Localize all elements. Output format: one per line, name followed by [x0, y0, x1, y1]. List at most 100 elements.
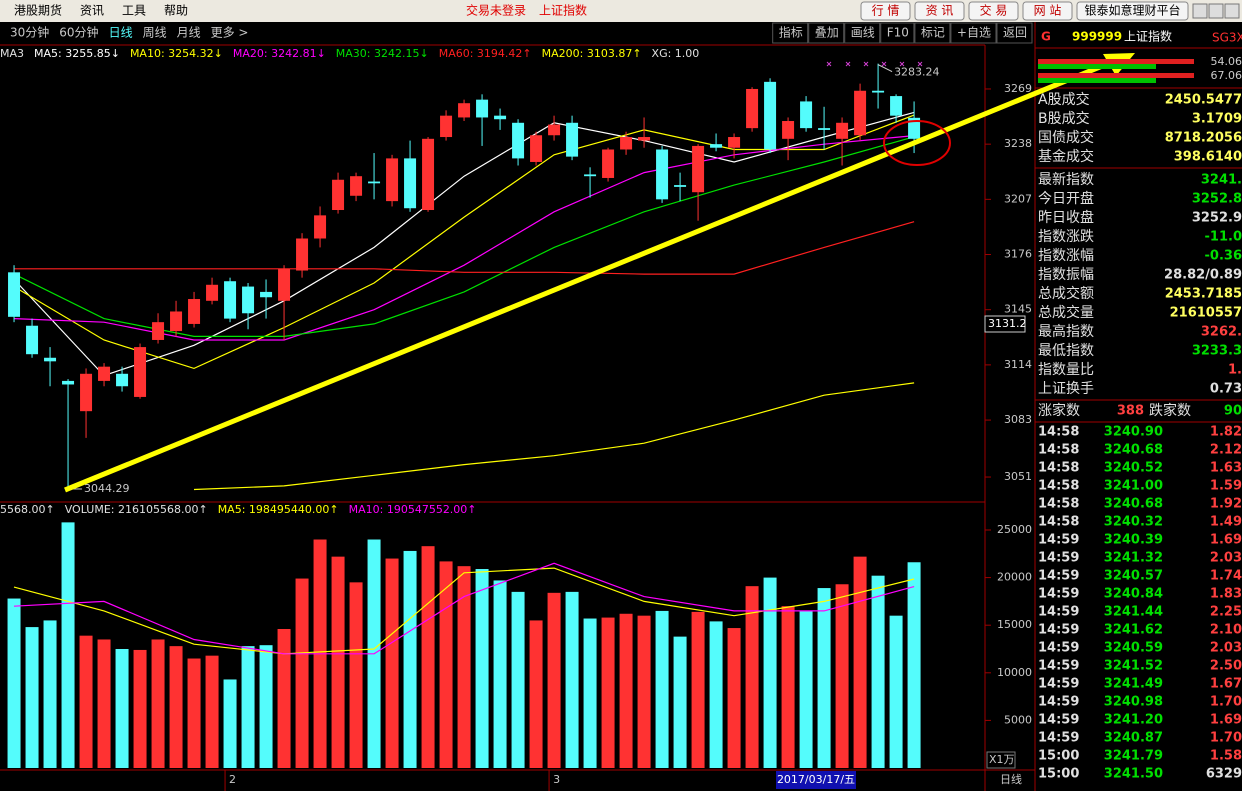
tick-time: 14:59	[1038, 551, 1079, 566]
legend-entry: MA30: 3242.15↓	[336, 47, 429, 60]
menu-button[interactable]	[968, 1, 1019, 21]
window-control[interactable]	[1192, 3, 1208, 19]
tick-volume: 1.92	[1210, 497, 1242, 512]
x-tick-label: 3	[553, 773, 560, 786]
legend-entry: MA20: 3242.81↓	[233, 47, 326, 60]
tick-time: 15:00	[1038, 749, 1079, 764]
cursor-price-box	[984, 315, 1026, 333]
tick-price: 3240.32	[1104, 515, 1163, 530]
period-tab[interactable]: 60分钟	[59, 25, 98, 40]
legend-entry: VOLUME: 216105568.00↑	[65, 503, 208, 516]
volume-bar	[295, 578, 309, 768]
candle-body	[278, 268, 291, 301]
tool-button[interactable]	[772, 22, 809, 44]
volume-bar	[853, 556, 867, 768]
tick-volume: 1.83	[1210, 587, 1242, 602]
legend-entry: MA200: 3103.87↑	[542, 47, 642, 60]
candle-body	[458, 103, 471, 118]
volume-bar	[349, 582, 363, 768]
period-tab[interactable]: 周线	[143, 26, 167, 40]
menu-item[interactable]: 资讯	[80, 4, 104, 18]
tick-volume: 1.59	[1210, 479, 1242, 494]
period-tab[interactable]: 日线	[109, 26, 133, 40]
trend-arrow	[64, 59, 1113, 493]
menu-button[interactable]	[1076, 1, 1189, 21]
candle-body	[296, 238, 309, 271]
tool-button-label[interactable]: 返回	[1003, 26, 1027, 40]
menu-item[interactable]: 工具	[122, 4, 146, 18]
legend-entry: MA5: 3255.85↓	[34, 47, 120, 60]
period-tab[interactable]: 30分钟	[10, 25, 49, 40]
y-tick-label: 20000	[997, 571, 1032, 584]
tick-time: 14:59	[1038, 713, 1079, 728]
candle-body	[134, 347, 147, 397]
candle-body	[386, 158, 399, 202]
tool-button-label[interactable]: F10	[887, 26, 909, 40]
tool-button-label[interactable]: 指标	[779, 25, 803, 40]
market-code: G	[1041, 30, 1051, 44]
volume-bar	[871, 575, 885, 768]
tick-volume: 2.03	[1210, 641, 1242, 656]
tool-button[interactable]	[880, 22, 915, 44]
tick-price: 3240.84	[1104, 587, 1163, 602]
footer-tab[interactable]: 日线	[1000, 772, 1022, 786]
tick-volume: 1.69	[1210, 713, 1242, 728]
cursor-date-box	[776, 771, 856, 789]
stat-label: 总成交量	[1038, 304, 1094, 321]
candle-body	[152, 322, 165, 340]
stat-value: 21610557	[1170, 306, 1242, 321]
menu-button-label[interactable]: 交 易	[980, 3, 1008, 18]
menu-button-label[interactable]: 银泰如意理财平台	[1084, 3, 1180, 18]
menu-button[interactable]	[914, 1, 965, 21]
tool-button[interactable]	[808, 22, 845, 44]
tick-price: 3240.90	[1104, 425, 1163, 440]
volume-bar	[205, 655, 219, 768]
tick-price: 3240.52	[1104, 461, 1163, 476]
tool-button-label[interactable]: 标记	[921, 26, 945, 40]
menu-item[interactable]: 港股期货	[14, 3, 62, 18]
tick-price: 3240.68	[1104, 497, 1163, 512]
candle-body	[98, 366, 111, 381]
menu-button-label[interactable]: 网 站	[1034, 4, 1062, 18]
y-tick-label: 25000	[997, 523, 1032, 536]
current-symbol: 上证指数	[539, 3, 587, 18]
tool-button[interactable]	[950, 22, 997, 44]
volume-bar	[511, 591, 525, 768]
candle-body	[206, 284, 219, 301]
tool-button-label[interactable]: 叠加	[815, 26, 839, 40]
tool-button[interactable]	[844, 22, 881, 44]
y-tick-label: 10000	[997, 666, 1032, 679]
menu-button-label[interactable]: 资 讯	[926, 4, 954, 18]
tick-volume: 2.25	[1210, 605, 1242, 620]
period-tab[interactable]: 更多 >	[211, 26, 249, 40]
tool-button[interactable]	[914, 22, 951, 44]
tool-button[interactable]	[996, 22, 1033, 44]
menu-button-label[interactable]: 行 情	[872, 4, 900, 18]
cursor-date: 2017/03/17/五	[777, 773, 855, 786]
stat-value: 0.73	[1210, 382, 1242, 397]
candle-body	[584, 174, 597, 177]
xg-marker	[845, 61, 851, 67]
volume-bar	[817, 588, 831, 768]
volume-bar	[637, 615, 651, 768]
tick-volume: 1.82	[1210, 425, 1242, 440]
candle-body	[674, 185, 687, 187]
candle-body	[80, 373, 93, 412]
volume-bar	[421, 546, 435, 768]
menu-button[interactable]	[1022, 1, 1073, 21]
tick-price: 3240.87	[1104, 731, 1163, 746]
tool-button-label[interactable]: +自选	[957, 26, 991, 40]
menu-button[interactable]	[860, 1, 911, 21]
tool-button-label[interactable]: 画线	[851, 26, 875, 40]
stat-value: 3262.	[1201, 325, 1242, 340]
menu-item[interactable]: 帮助	[164, 4, 188, 18]
legend-entry: MA10: 3254.32↓	[130, 47, 223, 60]
stat-label: A股成交	[1038, 91, 1090, 108]
period-tab[interactable]: 月线	[177, 26, 201, 40]
window-control[interactable]	[1224, 3, 1240, 19]
volume-bar	[475, 569, 489, 768]
ratio-bar-red	[1038, 59, 1194, 64]
window-control[interactable]	[1208, 3, 1224, 19]
candle-body	[8, 272, 21, 317]
volume-bar	[799, 610, 813, 768]
